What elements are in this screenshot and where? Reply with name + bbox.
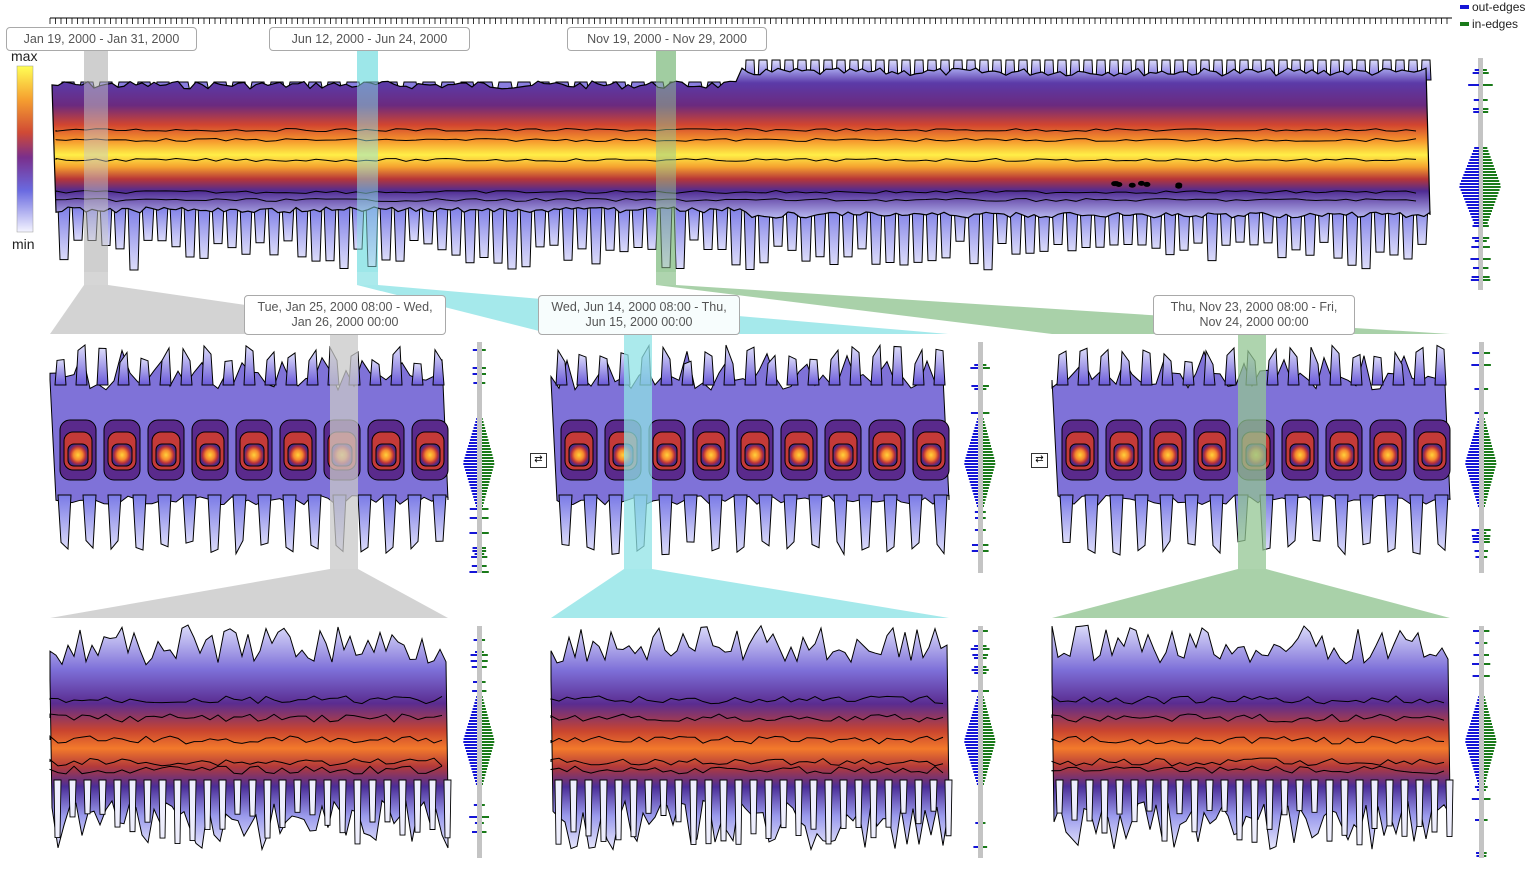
legend-in-edges-label: in-edges: [1472, 17, 1519, 31]
time-axis-ticks: [49, 17, 1452, 24]
detail-brush-label-1[interactable]: Tue, Jan 25, 2000 08:00 - Wed, Jan 26, 2…: [244, 295, 446, 335]
legend-out-edges-swatch: [1460, 5, 1469, 9]
legend-out-edges: out-edges: [1460, 0, 1525, 14]
legend-in-edges: in-edges: [1460, 17, 1518, 31]
detail-brush-strip[interactable]: [1238, 334, 1266, 569]
overview-brush-handle[interactable]: [656, 50, 676, 272]
swap-arrows-icon[interactable]: ⇄: [530, 453, 547, 468]
overview-brush-handle[interactable]: [84, 50, 108, 272]
overview-brush-label-3-text: Nov 19, 2000 - Nov 29, 2000: [587, 32, 747, 46]
overview-brush-label-2[interactable]: Jun 12, 2000 - Jun 24, 2000: [269, 27, 470, 51]
detail-brush-label-3-line2: Nov 24, 2000 00:00: [1199, 315, 1309, 329]
overview-degree-histogram: [1459, 58, 1501, 290]
detail-brush-strip[interactable]: [330, 334, 358, 569]
detail-brush-label-2-line1: Wed, Jun 14, 2000 08:00 - Thu,: [551, 300, 727, 314]
detail-brush-strip[interactable]: [624, 334, 652, 569]
zoom-connectors-level2: [50, 569, 1450, 618]
detail-brush-label-2-line2: Jun 15, 2000 00:00: [585, 315, 693, 329]
detail-brush-label-3[interactable]: Thu, Nov 23, 2000 08:00 - Fri, Nov 24, 2…: [1153, 295, 1355, 335]
overview-brush-handle[interactable]: [357, 50, 378, 272]
color-scale-bar: [16, 65, 34, 233]
color-scale-min-label: min: [12, 236, 35, 252]
detail-panels-level2[interactable]: [49, 624, 1497, 858]
detail-heatmap-level1[interactable]: [1051, 334, 1497, 573]
overview-brush-label-1[interactable]: Jan 19, 2000 - Jan 31, 2000: [6, 27, 197, 51]
color-scale-max-label: max: [11, 48, 38, 64]
legend-out-edges-label: out-edges: [1472, 0, 1526, 14]
detail-heatmap-level2[interactable]: [550, 624, 996, 858]
legend-in-edges-swatch: [1460, 22, 1469, 26]
detail-brush-label-1-line1: Tue, Jan 25, 2000 08:00 - Wed,: [257, 300, 433, 314]
overview-heatmap[interactable]: [51, 59, 1432, 271]
overview-brushes[interactable]: [84, 50, 676, 272]
detail-brush-label-1-line2: Jan 26, 2000 00:00: [291, 315, 399, 329]
detail-heatmap-level1[interactable]: [49, 334, 495, 573]
overview-brush-label-3[interactable]: Nov 19, 2000 - Nov 29, 2000: [567, 27, 767, 51]
overview-brush-label-2-text: Jun 12, 2000 - Jun 24, 2000: [291, 32, 448, 46]
swap-arrows-icon[interactable]: ⇄: [1031, 453, 1048, 468]
detail-heatmap-level1[interactable]: [550, 334, 996, 573]
detail-brush-label-2[interactable]: Wed, Jun 14, 2000 08:00 - Thu, Jun 15, 2…: [538, 295, 740, 335]
detail-panels-level1[interactable]: [49, 334, 1497, 573]
detail-heatmap-level2[interactable]: [1051, 624, 1497, 858]
detail-heatmap-level2[interactable]: [49, 624, 495, 858]
detail-brush-label-3-line1: Thu, Nov 23, 2000 08:00 - Fri,: [1170, 300, 1338, 314]
overview-brush-label-1-text: Jan 19, 2000 - Jan 31, 2000: [23, 32, 180, 46]
